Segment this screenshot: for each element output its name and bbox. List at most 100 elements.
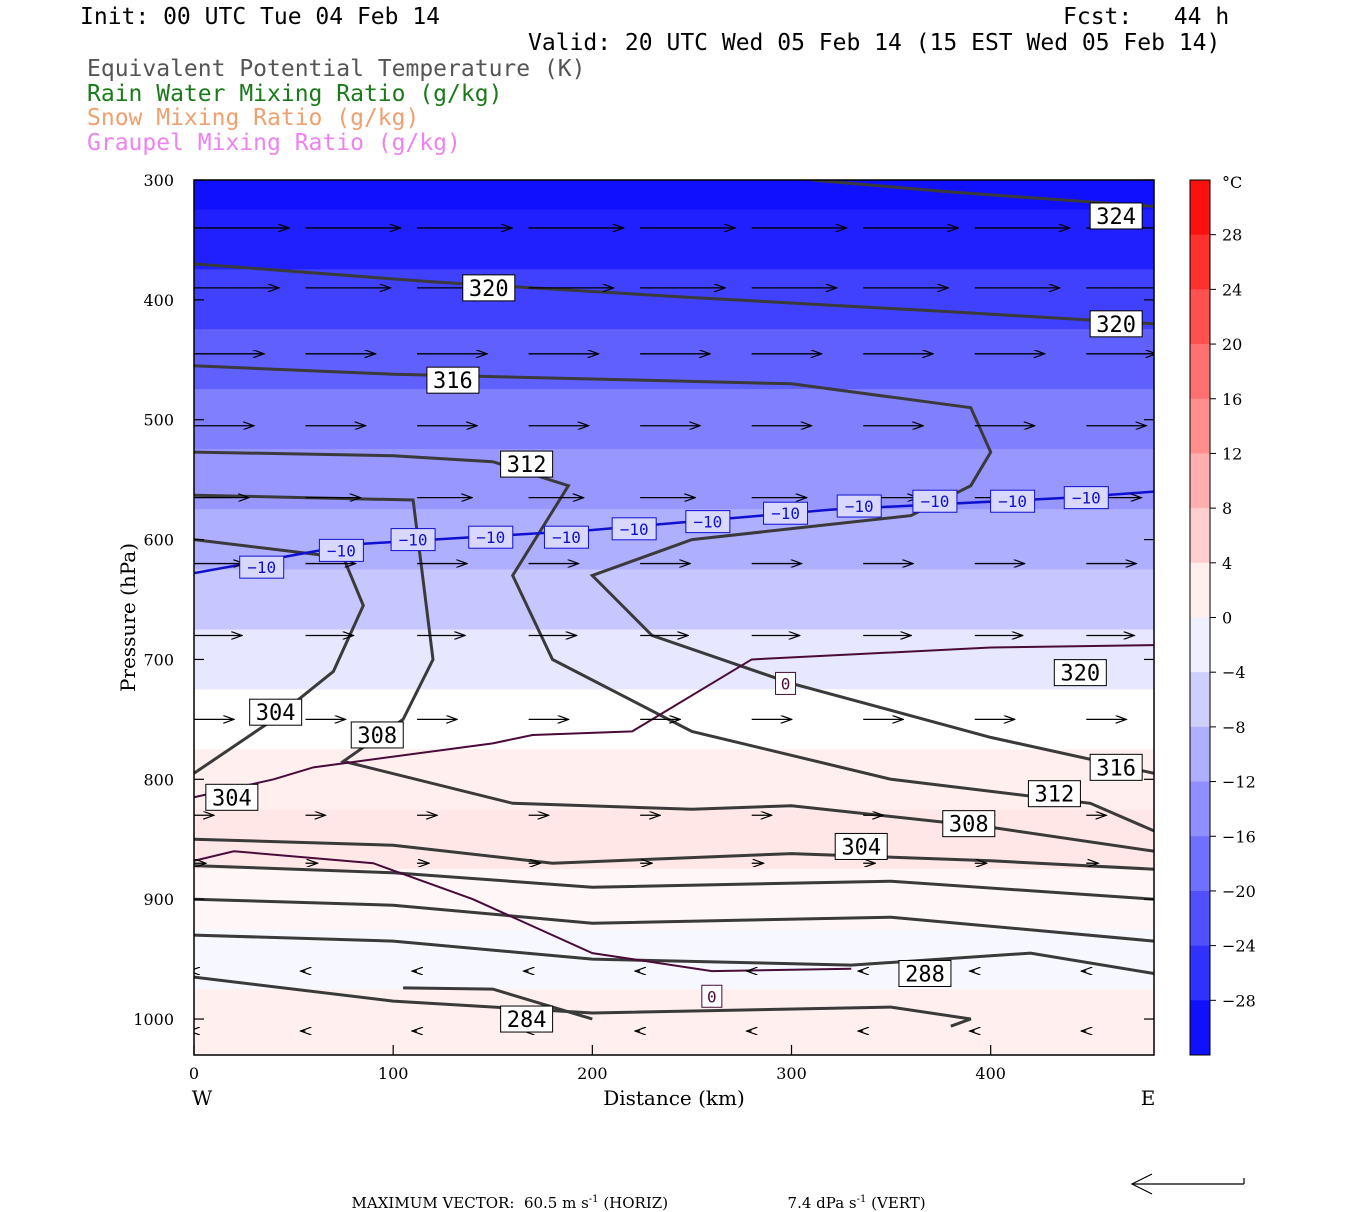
theta-e-contour: [194, 975, 972, 1028]
theta-e-label-box: [500, 1005, 554, 1033]
theta-e-label-box: [1027, 780, 1081, 808]
colorbar-swatch: [1190, 398, 1210, 454]
valid-time: Valid: 20 UTC Wed 05 Feb 14 (15 EST Wed …: [528, 30, 1221, 56]
y-tick-label: 700: [143, 650, 174, 669]
theta-e-label-box: [205, 783, 259, 811]
max-vector-horiz: MAXIMUM VECTOR: 60.5 m s-1 (HORIZ): [342, 1176, 669, 1212]
max-vector-vert: 7.4 dPa s-1 (VERT): [778, 1176, 926, 1212]
theta-e-label: 288: [905, 962, 945, 987]
colorbar-tick-label: 16: [1222, 390, 1242, 409]
isotherm-zero: [194, 850, 852, 973]
isotherm-label-box: [239, 555, 285, 579]
temperature-band: [194, 389, 1154, 450]
legend-snow: Snow Mixing Ratio (g/kg): [87, 105, 420, 131]
colorbar-tick-label: −24: [1222, 937, 1256, 956]
theta-e-label-box: [1089, 202, 1143, 230]
temperature-band: [194, 749, 1154, 810]
max-vector-horiz-value: 60.5 m s: [523, 1194, 589, 1212]
colorbar-tick-label: 20: [1222, 335, 1242, 354]
temperature-band: [194, 569, 1154, 630]
isotherm-label: −10: [620, 520, 649, 539]
theta-e-contour: [194, 450, 1154, 833]
legend-graupel: Graupel Mixing Ratio (g/kg): [87, 130, 461, 156]
theta-e-contour: [194, 864, 1154, 901]
zero-label-box: [775, 671, 797, 695]
colorbar-unit: °C: [1222, 173, 1242, 192]
temperature-band: [194, 209, 1154, 270]
isotherm-label-box: [468, 525, 514, 549]
colorbar-swatch: [1190, 234, 1210, 290]
theta-e-label-box: [834, 832, 888, 860]
y-tick-label: 400: [143, 291, 174, 310]
isotherm-label-box: [611, 517, 657, 541]
theta-e-label: 304: [212, 786, 252, 811]
theta-e-label: 320: [1096, 313, 1136, 338]
colorbar-swatch: [1190, 781, 1210, 837]
isotherm-label-box: [836, 494, 882, 518]
isotherm-label: −10: [920, 492, 949, 511]
theta-e-label-box: [500, 450, 554, 478]
theta-e-label: 304: [841, 835, 881, 860]
colorbar-swatch: [1190, 289, 1210, 345]
isotherm-label: −10: [693, 513, 722, 532]
zero-label: 0: [781, 674, 791, 693]
colorbar-tick-label: −8: [1222, 718, 1246, 737]
theta-e-label: 304: [256, 701, 296, 726]
max-vector-horiz-tag: (HORIZ): [603, 1194, 669, 1212]
isotherm-label: −10: [476, 528, 505, 547]
theta-e-contour: [811, 180, 1154, 208]
colorbar-swatch: [1190, 672, 1210, 728]
colorbar-swatch: [1190, 562, 1210, 618]
colorbar-tick-label: −20: [1222, 882, 1256, 901]
temperature-band: [194, 269, 1154, 330]
theta-e-label-box: [249, 698, 303, 726]
colorbar-tick-label: −4: [1222, 663, 1246, 682]
isotherm-label: −10: [771, 504, 800, 523]
isotherm-label: −10: [327, 541, 356, 560]
west-label: W: [192, 1086, 213, 1110]
theta-e-label: 312: [1035, 783, 1075, 808]
init-time: Init: 00 UTC Tue 04 Feb 14: [80, 4, 441, 30]
colorbar-tick-label: −28: [1222, 991, 1256, 1010]
zero-label-box: [701, 984, 723, 1008]
isotherm-label-box: [1063, 486, 1109, 510]
isotherm-label-box: [990, 489, 1036, 513]
theta-e-label-box: [1053, 659, 1107, 687]
isotherm-label: −10: [998, 492, 1027, 511]
x-tick-label: 0: [189, 1064, 199, 1083]
theta-e-contour: [194, 493, 1154, 853]
isotherm-label: −10: [845, 497, 874, 516]
x-tick-label: 400: [975, 1064, 1006, 1083]
colorbar-swatch: [1190, 508, 1210, 564]
colorbar-tick-label: 24: [1222, 280, 1242, 299]
max-vector-vert-tag: (VERT): [871, 1194, 926, 1212]
colorbar-swatch: [1190, 836, 1210, 892]
isotherm-label: −10: [1072, 489, 1101, 508]
theta-e-label-box: [1089, 753, 1143, 781]
theta-e-label-box: [350, 721, 404, 749]
theta-e-label-box: [1089, 310, 1143, 338]
colorbar-swatch: [1190, 180, 1210, 236]
x-tick-label: 300: [776, 1064, 807, 1083]
theta-e-label: 324: [1096, 205, 1136, 230]
theta-e-label: 320: [469, 277, 509, 302]
isotherm-label-box: [543, 525, 589, 549]
x-tick-label: 200: [577, 1064, 608, 1083]
isotherm-label: −10: [247, 558, 276, 577]
y-axis-label: Pressure (hPa): [116, 543, 140, 692]
theta-e-label: 316: [1096, 756, 1136, 781]
theta-e-label: 316: [433, 369, 473, 394]
colorbar-swatch: [1190, 726, 1210, 783]
isotherm-label: −10: [552, 528, 581, 547]
y-tick-label: 500: [143, 411, 174, 430]
colorbar-tick-label: 28: [1222, 226, 1242, 245]
y-tick-label: 300: [143, 171, 174, 190]
zero-label: 0: [707, 987, 717, 1006]
isotherm-label-box: [912, 489, 958, 513]
max-vector-vert-value: 7.4 dPa s: [787, 1194, 857, 1212]
colorbar-tick-label: 8: [1222, 499, 1232, 518]
theta-e-label-box: [462, 274, 516, 302]
temperature-band: [194, 989, 1154, 1055]
isotherm-label-box: [318, 538, 364, 562]
colorbar-swatch: [1190, 344, 1210, 400]
